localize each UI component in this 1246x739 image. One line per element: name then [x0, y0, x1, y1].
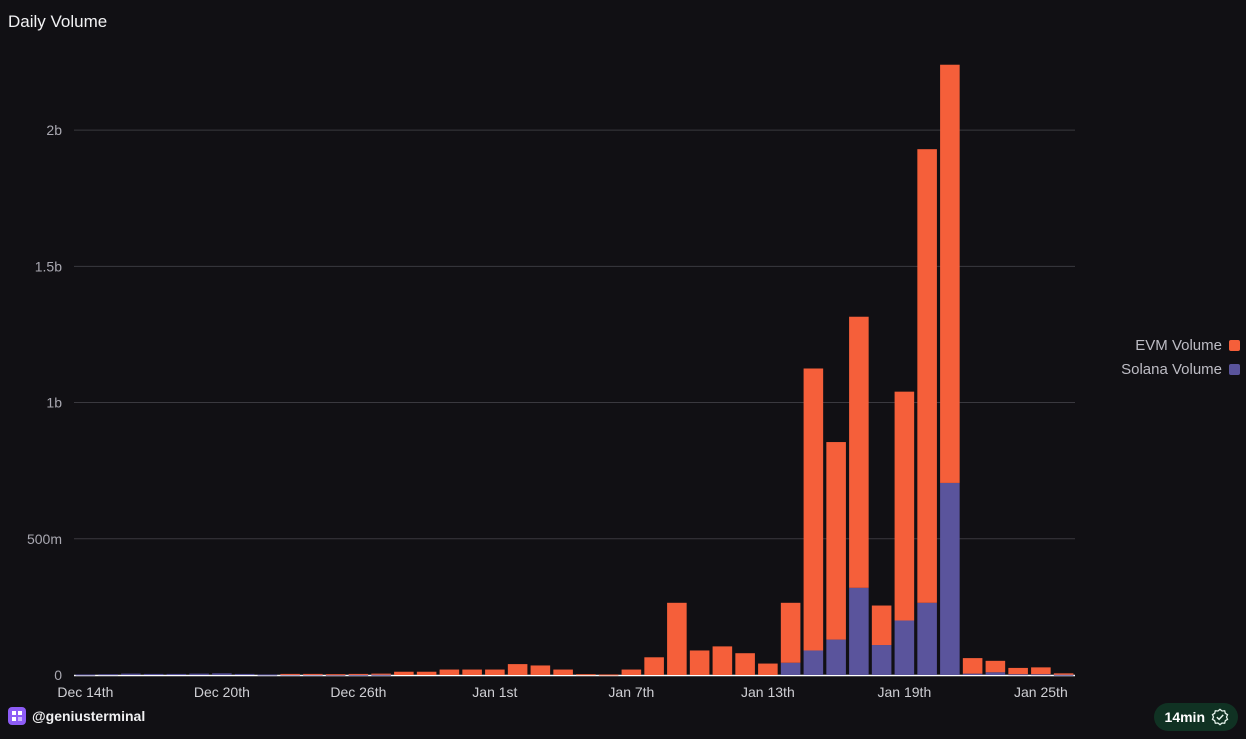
bar-solana[interactable] [325, 674, 346, 676]
bar-solana[interactable] [280, 674, 300, 676]
bar-solana[interactable] [303, 674, 323, 676]
bar-evm[interactable] [735, 653, 755, 675]
legend-swatch-evm [1229, 339, 1240, 351]
brand[interactable]: @geniusterminal [8, 707, 145, 725]
bar-solana[interactable] [985, 672, 1006, 675]
bar-evm[interactable] [1031, 667, 1051, 675]
bar-evm[interactable] [917, 149, 937, 603]
chart-title: Daily Volume [8, 12, 108, 31]
bars [75, 64, 1074, 676]
bar-evm[interactable] [348, 673, 369, 675]
y-axis: 0 500m 1b 1.5b 2b [27, 122, 62, 683]
genius-logo-icon [8, 707, 26, 725]
bar-evm[interactable] [621, 669, 642, 675]
y-tick-label: 500m [27, 531, 62, 547]
bar-evm[interactable] [758, 663, 778, 675]
legend: EVM Volume Solana Volume [1121, 333, 1240, 381]
bar-evm[interactable] [303, 673, 323, 675]
bar-solana[interactable] [962, 673, 983, 675]
legend-label-evm: EVM Volume [1135, 336, 1222, 354]
bar-solana[interactable] [371, 674, 391, 676]
y-tick-label: 1.5b [35, 258, 62, 274]
legend-label-solana: Solana Volume [1121, 360, 1222, 378]
bar-evm[interactable] [803, 368, 824, 651]
bar-evm[interactable] [1008, 667, 1028, 675]
bar-solana[interactable] [826, 639, 846, 675]
bar-evm[interactable] [962, 658, 983, 674]
legend-swatch-solana [1229, 363, 1240, 375]
bar-evm[interactable] [394, 671, 414, 675]
bar-solana[interactable] [257, 674, 278, 676]
x-tick-label: Dec 14th [57, 684, 113, 700]
bar-solana[interactable] [75, 674, 96, 676]
bar-evm[interactable] [894, 391, 915, 621]
bar-solana[interactable] [917, 602, 937, 675]
bar-evm[interactable] [371, 673, 391, 675]
bar-solana[interactable] [780, 662, 801, 675]
bar-solana[interactable] [803, 650, 824, 675]
bar-evm[interactable] [325, 674, 346, 676]
bar-evm[interactable] [462, 669, 482, 675]
bar-evm[interactable] [598, 674, 619, 676]
freshness-label: 14min [1164, 709, 1205, 725]
bar-evm[interactable] [849, 316, 869, 588]
y-tick-label: 2b [46, 122, 62, 138]
x-tick-label: Jan 7th [608, 684, 654, 700]
legend-item-solana[interactable]: Solana Volume [1121, 357, 1240, 381]
x-tick-label: Jan 13th [741, 684, 795, 700]
bar-solana[interactable] [234, 673, 255, 675]
y-tick-label: 0 [54, 667, 62, 683]
bar-evm[interactable] [485, 669, 505, 675]
bar-evm[interactable] [280, 673, 300, 675]
bar-evm[interactable] [826, 442, 846, 640]
x-tick-label: Dec 20th [194, 684, 250, 700]
x-tick-label: Jan 1st [472, 684, 517, 700]
bar-solana[interactable] [940, 482, 960, 675]
brand-handle: @geniusterminal [32, 708, 146, 724]
x-tick-label: Dec 26th [330, 684, 386, 700]
bar-evm[interactable] [576, 674, 596, 676]
bar-evm[interactable] [940, 64, 960, 483]
bar-solana[interactable] [166, 673, 187, 675]
bar-solana[interactable] [1031, 674, 1051, 676]
bar-evm[interactable] [712, 646, 733, 675]
legend-item-evm[interactable]: EVM Volume [1121, 333, 1240, 357]
bar-solana[interactable] [1053, 674, 1074, 676]
bar-solana[interactable] [189, 673, 209, 675]
bar-evm[interactable] [416, 671, 437, 675]
bar-solana[interactable] [143, 673, 164, 675]
bar-evm[interactable] [530, 665, 551, 675]
bar-evm[interactable] [1053, 673, 1074, 675]
bar-evm[interactable] [553, 669, 573, 675]
bar-solana[interactable] [1008, 674, 1028, 676]
y-tick-label: 1b [46, 395, 62, 411]
bar-solana[interactable] [849, 587, 869, 675]
bar-evm[interactable] [985, 660, 1006, 673]
bar-solana[interactable] [894, 620, 915, 675]
x-tick-label: Jan 19th [878, 684, 932, 700]
x-tick-label: Jan 25th [1014, 684, 1068, 700]
bar-solana[interactable] [121, 673, 141, 675]
bar-solana[interactable] [98, 674, 118, 676]
bar-evm[interactable] [780, 602, 801, 663]
freshness-badge[interactable]: 14min [1153, 703, 1238, 731]
bar-evm[interactable] [871, 605, 892, 646]
bar-evm[interactable] [689, 650, 710, 675]
bar-solana[interactable] [348, 674, 369, 676]
x-axis: Dec 14th Dec 20th Dec 26th Jan 1st Jan 7th Ja… [57, 684, 1067, 700]
bar-evm[interactable] [507, 664, 528, 675]
bar-solana[interactable] [871, 645, 892, 675]
bar-evm[interactable] [439, 669, 460, 675]
bar-evm[interactable] [644, 657, 664, 675]
bar-solana[interactable] [212, 673, 232, 675]
bar-evm[interactable] [667, 602, 687, 675]
verified-check-icon [1211, 708, 1229, 726]
